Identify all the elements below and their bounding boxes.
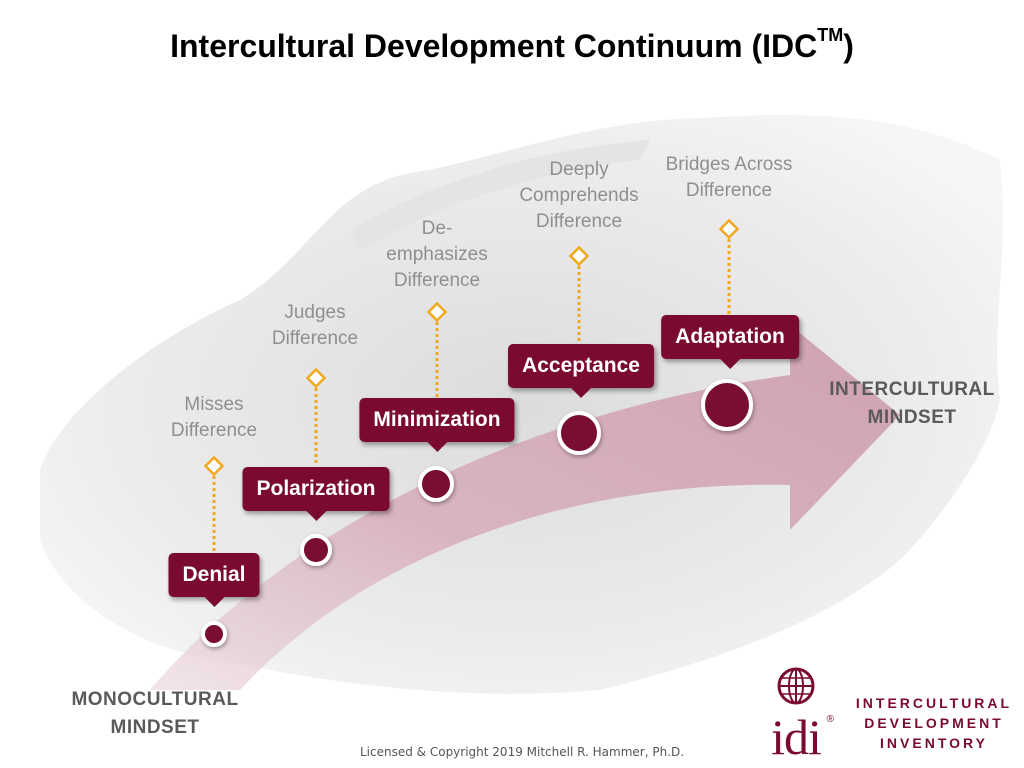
monocultural-mindset-label: MONOCULTURAL MINDSET [71, 689, 239, 738]
description-minimization: De- emphasizes Difference [386, 218, 488, 291]
registered-mark: ® [826, 714, 834, 725]
stage-circle-polarization [300, 534, 332, 566]
connector-diamonds [203, 218, 740, 477]
idi-logo-text: INTERCULTURAL DEVELOPMENT INVENTORY [855, 695, 1013, 751]
description-polarization: Judges Difference [271, 302, 359, 349]
brush-background [40, 114, 1003, 694]
diamond-marker-denial [203, 455, 225, 477]
stage-label-adaptation: Adaptation [661, 315, 799, 369]
description-denial: Misses Difference [170, 394, 258, 441]
diamond-marker-adaptation [718, 218, 740, 240]
stage-label-polarization: Polarization [242, 467, 390, 521]
stage-label-denial: Denial [168, 553, 260, 607]
diamond-marker-polarization [305, 367, 327, 389]
stage-circle-minimization [418, 466, 454, 502]
diamond-marker-acceptance [568, 245, 590, 267]
copyright-notice: Licensed & Copyright 2019 Mitchell R. Ha… [360, 745, 685, 759]
stage-label-acceptance: Acceptance [508, 344, 654, 398]
page-title: Intercultural Development Continuum (IDC… [170, 25, 854, 64]
stage-circles [201, 379, 753, 647]
stage-circle-adaptation [701, 379, 753, 431]
stage-label-minimization: Minimization [359, 398, 515, 452]
idi-logo: idi ® [756, 666, 836, 762]
description-adaptation: Bridges Across Difference [665, 154, 793, 201]
globe-icon [777, 667, 815, 705]
trademark: TM [817, 25, 844, 46]
description-acceptance: Deeply Comprehends Difference [519, 159, 639, 232]
idi-wordmark: idi [771, 709, 822, 765]
stage-circle-acceptance [557, 411, 601, 455]
diamond-marker-minimization [426, 301, 448, 323]
stage-circle-denial [201, 621, 227, 647]
brush-streak [350, 140, 650, 250]
intercultural-mindset-label: INTERCULTURAL MINDSET [829, 379, 995, 428]
connector-lines [212, 239, 731, 552]
